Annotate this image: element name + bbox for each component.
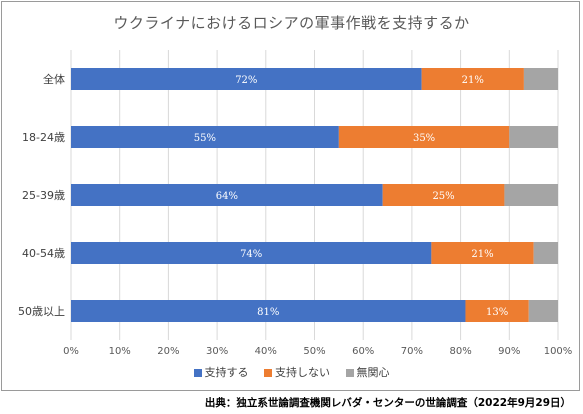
data-label-0-0: 72% — [235, 75, 257, 86]
legend: 支持する 支持しない 無関心 — [0, 364, 583, 380]
x-tick-label-8: 80% — [449, 346, 471, 357]
bar-0-4 — [71, 300, 466, 322]
category-label-2: 25-39歳 — [22, 189, 65, 202]
x-tick-label-10: 100% — [544, 346, 573, 357]
data-label-1-3: 21% — [471, 249, 493, 260]
bar-0-0 — [71, 68, 422, 90]
bars — [71, 68, 558, 322]
bar-0-1 — [71, 126, 339, 148]
x-tick-label-6: 60% — [352, 346, 374, 357]
data-label-0-2: 64% — [216, 191, 238, 202]
legend-item-indifferent: 無関心 — [345, 364, 390, 380]
category-label-0: 全体 — [43, 72, 65, 86]
chart-title: ウクライナにおけるロシアの軍事作戦を支持するか — [113, 14, 470, 32]
labels: 0% 10% 20% 30% 40% 50% 60% 70% 80% 90% 100% 全体 72% 21… — [18, 72, 572, 357]
bar-2-1 — [509, 126, 558, 148]
data-label-0-1: 55% — [194, 133, 216, 144]
x-tick-label-9: 90% — [498, 346, 520, 357]
legend-swatch-oppose — [264, 369, 272, 377]
x-tick-label-2: 20% — [157, 346, 179, 357]
category-label-1: 18-24歳 — [22, 131, 65, 144]
category-label-4: 50歳以上 — [18, 305, 65, 318]
bar-1-3 — [431, 242, 534, 264]
bar-1-2 — [382, 184, 505, 206]
bar-1-4 — [465, 300, 529, 322]
bar-1-0 — [421, 68, 524, 90]
chart-frame — [1, 1, 580, 391]
legend-label-indifferent: 無関心 — [356, 366, 390, 379]
legend-label-support: 支持する — [204, 366, 249, 379]
bar-1-1 — [338, 126, 510, 148]
bar-0-3 — [71, 242, 432, 264]
x-tick-label-7: 70% — [401, 346, 423, 357]
data-label-1-0: 21% — [462, 75, 484, 86]
data-label-1-1: 35% — [413, 133, 435, 144]
data-label-1-4: 13% — [486, 307, 508, 318]
legend-swatch-support — [193, 369, 202, 377]
x-tick-label-5: 50% — [303, 346, 325, 357]
x-tick-label-3: 30% — [206, 346, 228, 357]
legend-item-oppose: 支持しない — [264, 364, 330, 380]
bar-0-2 — [71, 184, 383, 206]
bar-2-2 — [504, 184, 558, 206]
bar-2-4 — [528, 300, 558, 322]
bar-2-0 — [523, 68, 558, 90]
legend-item-support: 支持する — [193, 364, 249, 380]
data-label-1-2: 25% — [432, 191, 454, 202]
legend-label-oppose: 支持しない — [275, 366, 330, 379]
data-label-0-4: 81% — [257, 307, 279, 318]
x-tick-label-1: 10% — [109, 346, 131, 357]
legend-swatch-indifferent — [345, 369, 354, 377]
source-note: 出典：独立系世論調査機関レバダ・センターの世論調査（2022年9月29日） — [204, 397, 571, 409]
x-tick-label-0: 0% — [63, 346, 79, 357]
x-tick-label-4: 40% — [255, 346, 277, 357]
bar-2-3 — [533, 242, 558, 264]
data-label-0-3: 74% — [240, 249, 262, 260]
category-label-3: 40-54歳 — [22, 247, 65, 260]
